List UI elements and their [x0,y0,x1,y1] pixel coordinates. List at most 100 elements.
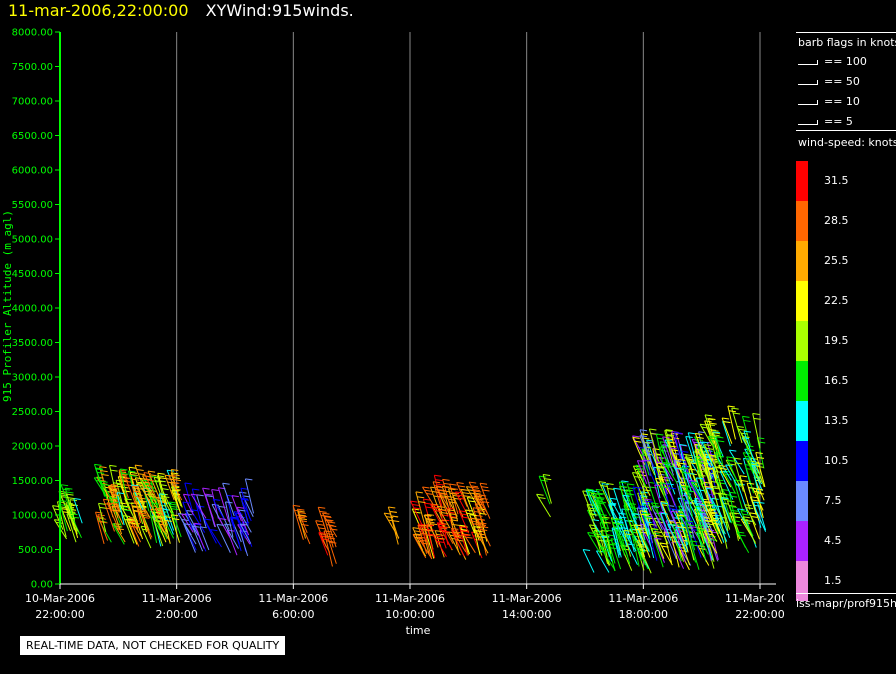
wind-barb [743,431,755,462]
wind-barb-flag [138,497,146,500]
wind-barb [632,435,647,462]
wind-barb-flag [640,433,649,436]
wind-barb [239,530,249,556]
wind-barb [441,486,453,521]
wind-barb-flag [242,495,250,498]
wind-barb-flag [169,503,177,506]
wind-barb-flag [463,495,471,498]
wind-barb-flag [730,506,738,509]
wind-barb [199,526,210,551]
wind-barb [645,515,654,544]
wind-barb-flag [169,501,177,504]
wind-barb [150,498,162,532]
wind-barb [171,489,182,515]
x-tick-date-label: 11-Mar-2006 [375,592,445,605]
wind-barb [704,414,715,444]
wind-barb-flag [674,528,682,531]
wind-barb [424,514,434,550]
wind-barb [675,511,687,539]
y-tick-label: 5500.00 [12,200,53,211]
wind-barb-flag [731,509,739,512]
wind-barb [98,503,107,532]
wind-barb-flag [696,524,704,527]
x-tick-time-label: 14:00:00 [502,608,551,621]
wind-barb-flag [627,543,635,546]
wind-barb [97,517,112,543]
wind-barb-flag [616,521,624,524]
wind-barb-flag [757,437,765,440]
wind-barb [728,449,745,475]
x-tick-time-label: 10:00:00 [385,608,434,621]
wind-barb-flag [627,493,635,496]
wind-barb [639,429,652,463]
wind-barb-flag [680,467,689,470]
wind-barb-flag [706,447,714,450]
wind-barb-flag [418,501,426,504]
wind-barb-flag [473,492,481,495]
wind-barb-flag [466,512,474,515]
wind-barb-flag [172,518,180,521]
wind-barb-flag [543,474,551,476]
wind-barb [216,524,231,553]
wind-barb [432,481,443,510]
y-tick-label: 2500.00 [12,407,53,418]
wind-barb-flag [639,435,647,438]
wind-barb [740,432,753,458]
wind-barb-flag [682,471,690,474]
wind-barb [233,511,246,539]
wind-barb-flag [67,506,75,509]
wind-barb-flag [317,523,325,526]
wind-barb [685,436,695,464]
wind-barb-flag [723,421,731,424]
wind-barb-flag [663,531,671,534]
wind-barb-flag [684,502,693,505]
wind-barb [687,472,701,496]
wind-barb-flag [203,518,211,521]
wind-barb-flag [440,492,448,495]
wind-barb [106,502,120,531]
wind-barb-flag [711,497,719,500]
wind-barb-flag [449,501,457,504]
wind-barb-flag [701,441,709,444]
wind-barb-flag [120,475,128,478]
y-tick-label: 8000.00 [12,28,53,39]
wind-barb-flag [659,542,667,545]
wind-barb-flag [118,502,126,505]
wind-barb-flag [181,519,189,522]
wind-barb-flag [107,502,115,505]
wind-barb-flag [635,528,643,531]
wind-barb-flag [415,491,423,494]
wind-barb-flag [721,502,729,505]
wind-barb-flag [131,484,139,487]
wind-barb-flag [665,434,674,437]
wind-barb-flag [725,464,733,467]
wind-barb-flag [644,446,652,449]
wind-barb-flag [455,534,463,537]
wind-barb-flag [736,425,744,428]
wind-barb-flag [587,491,595,494]
wind-barb-flag [152,515,160,518]
wind-barb [240,497,252,522]
wind-barb [473,492,485,515]
wind-barb-flag [474,538,482,541]
wind-barb-flag [143,472,151,475]
wind-barb [639,510,648,537]
wind-barb [218,518,231,539]
wind-barb-flag [112,487,120,490]
wind-barb-flag [457,494,465,497]
wind-barb-flag [622,494,630,497]
wind-barb [637,505,649,529]
wind-barb [678,485,689,517]
wind-barb-flag [699,423,708,426]
wind-barb-flag [118,476,126,479]
wind-barb [190,493,207,519]
wind-barb-flag [430,523,438,526]
speed-swatch-label: 13.5 [824,414,849,427]
wind-barb [677,459,687,486]
wind-barb-flag [642,512,650,515]
wind-barb [542,474,552,504]
wind-barb-flag [186,510,194,513]
y-axis-label: 915 Profiler Altitude (m agl) [1,210,14,402]
wind-barb [698,501,709,532]
wind-barb-flag [705,504,713,507]
